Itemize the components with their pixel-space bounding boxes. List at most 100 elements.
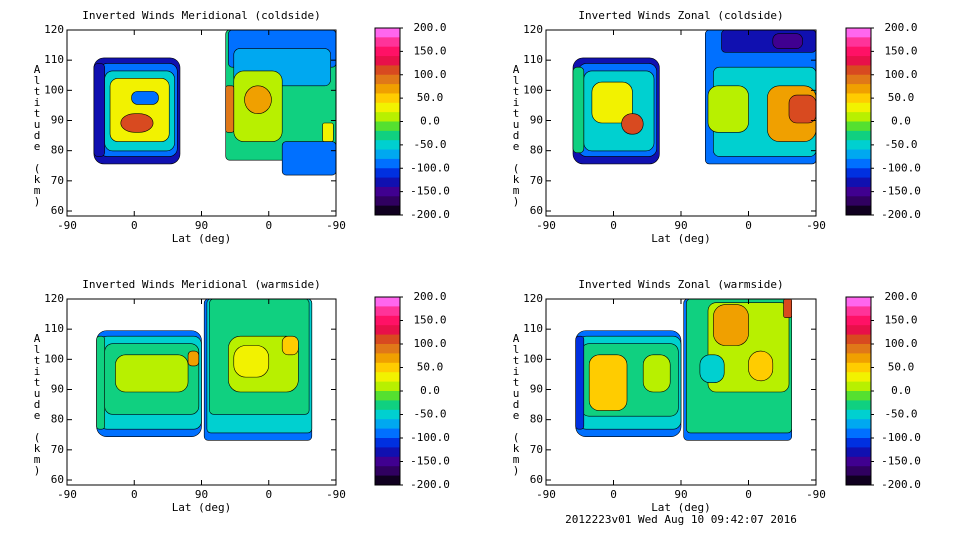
contour-region xyxy=(575,335,585,430)
colorbar-tick-label: -150.0 xyxy=(881,185,921,198)
colorbar-swatch xyxy=(846,28,871,38)
x-tick-label: -90 xyxy=(57,488,77,501)
y-tick-label: 90 xyxy=(530,114,543,127)
colorbar-tick-label: -50.0 xyxy=(884,138,917,151)
colorbar-swatch xyxy=(846,409,871,420)
colorbar-swatch xyxy=(846,140,871,151)
colorbar-swatch xyxy=(375,196,400,207)
x-tick-label: 0 xyxy=(745,488,752,501)
contour-region xyxy=(225,85,235,133)
x-tick-label: 0 xyxy=(131,219,138,232)
colorbar-swatch xyxy=(846,334,871,345)
colorbar-swatch xyxy=(846,372,871,383)
contour-region xyxy=(115,354,189,393)
contour-region xyxy=(322,122,334,142)
colorbar-swatch xyxy=(846,102,871,113)
contour-region xyxy=(96,335,105,430)
x-tick-label: -90 xyxy=(806,488,826,501)
colorbar-tick-label: 50.0 xyxy=(417,91,444,104)
x-tick-label: 0 xyxy=(610,488,617,501)
colorbar-tick-label: -200.0 xyxy=(410,478,450,491)
colorbar-swatch xyxy=(375,93,400,104)
colorbar-tick-label: 50.0 xyxy=(888,361,915,374)
colorbar-swatch xyxy=(375,130,400,141)
y-tick-label: 60 xyxy=(51,204,64,217)
x-tick-label: -90 xyxy=(806,219,826,232)
colorbar-swatch xyxy=(846,381,871,392)
contour-region xyxy=(572,66,585,154)
colorbar-tick-label: 100.0 xyxy=(884,68,917,81)
plot-title: Inverted Winds Meridional (warmside) xyxy=(82,278,320,291)
y-tick-label: 100 xyxy=(44,83,64,96)
colorbar-swatch xyxy=(375,466,400,477)
colorbar-swatch xyxy=(375,315,400,326)
x-tick-label: -90 xyxy=(536,219,556,232)
y-tick-label: 120 xyxy=(44,23,64,36)
colorbar-tick-label: -200.0 xyxy=(881,208,921,221)
colorbar-swatch xyxy=(846,149,871,160)
colorbar-tick-label: 150.0 xyxy=(413,44,446,57)
contour-region xyxy=(788,94,817,124)
contour-region xyxy=(591,81,633,124)
colorbar-swatch xyxy=(846,344,871,354)
colorbar-swatch xyxy=(375,456,400,467)
colorbar-swatch xyxy=(375,37,400,48)
colorbar-swatch xyxy=(375,56,400,66)
colorbar-swatch xyxy=(375,372,400,383)
colorbar-swatch xyxy=(375,438,400,448)
y-tick-label: 70 xyxy=(51,174,64,187)
contour-region xyxy=(93,63,105,157)
colorbar-swatch xyxy=(375,381,400,392)
x-tick-label: -90 xyxy=(57,219,77,232)
y-tick-label: 120 xyxy=(523,23,543,36)
contour-region xyxy=(244,85,272,115)
colorbar-swatch xyxy=(375,177,400,188)
y-axis-label: Altitude (km) xyxy=(510,63,523,207)
colorbar-tick-label: -200.0 xyxy=(881,478,921,491)
colorbar-swatch xyxy=(375,475,400,486)
colorbar-swatch xyxy=(846,353,871,364)
contour-region xyxy=(642,354,671,393)
x-tick-label: 90 xyxy=(674,488,687,501)
colorbar-swatch xyxy=(375,112,400,122)
y-tick-label: 110 xyxy=(523,322,543,335)
colorbar-swatch xyxy=(846,419,871,430)
contour-region xyxy=(120,113,154,133)
colorbar-swatch xyxy=(375,297,400,307)
contour-region xyxy=(131,91,159,105)
colorbar-tick-label: 50.0 xyxy=(888,91,915,104)
colorbar-swatch xyxy=(375,447,400,458)
colorbar-swatch xyxy=(846,130,871,141)
colorbar-swatch xyxy=(846,315,871,326)
colorbar-tick-label: 200.0 xyxy=(884,290,917,303)
colorbar-tick-label: -150.0 xyxy=(881,455,921,468)
colorbar-tick-label: -100.0 xyxy=(410,161,450,174)
x-tick-label: 0 xyxy=(265,219,272,232)
colorbar-swatch xyxy=(846,84,871,94)
x-axis-label: Lat (deg) xyxy=(651,232,711,245)
colorbar-swatch xyxy=(375,140,400,151)
colorbar-swatch xyxy=(375,84,400,94)
colorbar-tick-label: -100.0 xyxy=(881,161,921,174)
colorbar-swatch xyxy=(846,65,871,76)
x-axis-label: Lat (deg) xyxy=(172,501,232,514)
colorbar-tick-label: -150.0 xyxy=(410,455,450,468)
y-tick-label: 60 xyxy=(530,473,543,486)
y-axis-label: Altitude (km) xyxy=(510,332,523,476)
y-tick-label: 90 xyxy=(51,383,64,396)
y-tick-label: 80 xyxy=(530,144,543,157)
colorbar-swatch xyxy=(846,56,871,66)
colorbar-swatch xyxy=(846,37,871,48)
x-axis-label: Lat (deg) xyxy=(651,501,711,514)
colorbar-swatch xyxy=(375,428,400,439)
x-tick-label: 0 xyxy=(610,219,617,232)
colorbar-swatch xyxy=(375,334,400,345)
contour-region xyxy=(783,298,792,318)
colorbar-swatch xyxy=(375,168,400,179)
colorbar-swatch xyxy=(846,466,871,477)
colorbar-swatch xyxy=(846,475,871,486)
y-tick-label: 100 xyxy=(523,352,543,365)
x-tick-label: 90 xyxy=(195,488,208,501)
colorbar-swatch xyxy=(375,28,400,38)
